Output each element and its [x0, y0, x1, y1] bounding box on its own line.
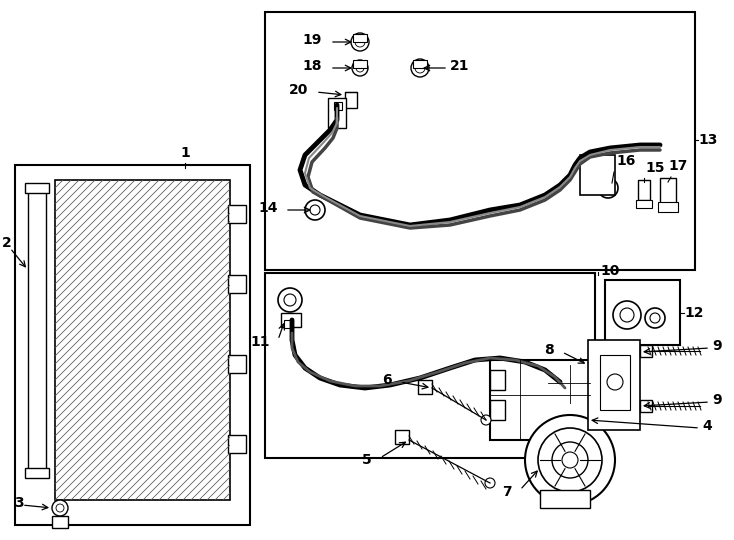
- Circle shape: [607, 374, 623, 390]
- Bar: [228, 275, 246, 293]
- Circle shape: [538, 428, 602, 492]
- Text: 13: 13: [698, 133, 717, 147]
- Circle shape: [415, 63, 425, 73]
- Text: 21: 21: [450, 59, 470, 73]
- Text: 16: 16: [616, 154, 636, 168]
- Bar: [640, 345, 652, 357]
- Circle shape: [278, 288, 302, 312]
- Bar: [265, 12, 695, 270]
- Bar: [265, 273, 595, 458]
- Circle shape: [284, 294, 296, 306]
- Bar: [281, 313, 301, 327]
- Bar: [25, 468, 49, 478]
- Text: 1: 1: [180, 146, 190, 160]
- Text: 19: 19: [302, 33, 322, 47]
- Bar: [345, 92, 357, 108]
- Bar: [418, 380, 432, 394]
- Circle shape: [603, 183, 613, 193]
- Bar: [328, 98, 346, 128]
- Text: 10: 10: [600, 264, 619, 278]
- Bar: [228, 435, 246, 453]
- Circle shape: [552, 442, 588, 478]
- Circle shape: [650, 313, 660, 323]
- Bar: [334, 102, 342, 110]
- Bar: [580, 155, 615, 195]
- Text: 14: 14: [258, 201, 278, 215]
- Bar: [55, 180, 230, 500]
- Circle shape: [351, 33, 369, 51]
- Bar: [658, 202, 678, 212]
- Text: 12: 12: [684, 306, 703, 320]
- Circle shape: [598, 178, 618, 198]
- Bar: [605, 280, 680, 345]
- Text: 3: 3: [14, 496, 23, 510]
- Bar: [413, 60, 427, 68]
- Circle shape: [411, 59, 429, 77]
- Bar: [600, 355, 630, 410]
- Text: 9: 9: [712, 339, 722, 353]
- Bar: [660, 178, 676, 203]
- Circle shape: [525, 415, 615, 505]
- Circle shape: [613, 301, 641, 329]
- Bar: [353, 60, 367, 68]
- Text: 20: 20: [288, 83, 308, 97]
- Bar: [228, 355, 246, 373]
- Text: 9: 9: [712, 393, 722, 407]
- Bar: [228, 205, 246, 223]
- Bar: [52, 516, 68, 528]
- Bar: [353, 34, 367, 42]
- Circle shape: [352, 60, 368, 76]
- Circle shape: [52, 500, 68, 516]
- Circle shape: [562, 452, 578, 468]
- Text: 17: 17: [668, 159, 687, 173]
- Bar: [640, 400, 652, 412]
- Text: 8: 8: [544, 343, 554, 357]
- Text: 7: 7: [502, 485, 512, 499]
- Text: 2: 2: [2, 236, 12, 250]
- Bar: [15, 165, 250, 525]
- Circle shape: [645, 308, 665, 328]
- Text: 18: 18: [302, 59, 322, 73]
- Circle shape: [481, 415, 491, 425]
- Text: 15: 15: [645, 161, 664, 175]
- Bar: [636, 200, 652, 208]
- Bar: [588, 340, 640, 430]
- Text: 5: 5: [363, 453, 372, 467]
- Bar: [25, 183, 49, 193]
- Bar: [490, 360, 590, 440]
- Bar: [638, 180, 650, 200]
- Text: 11: 11: [250, 335, 270, 349]
- Bar: [395, 430, 409, 444]
- Text: 4: 4: [702, 419, 712, 433]
- Circle shape: [355, 37, 365, 47]
- Bar: [490, 370, 505, 390]
- Circle shape: [485, 478, 495, 488]
- Bar: [490, 400, 505, 420]
- Bar: [28, 185, 46, 470]
- Circle shape: [56, 504, 64, 512]
- Circle shape: [305, 200, 325, 220]
- Bar: [548, 365, 590, 403]
- Circle shape: [356, 64, 364, 72]
- Text: 6: 6: [382, 373, 392, 387]
- Bar: [284, 320, 292, 328]
- Circle shape: [620, 308, 634, 322]
- Bar: [540, 490, 590, 508]
- Circle shape: [310, 205, 320, 215]
